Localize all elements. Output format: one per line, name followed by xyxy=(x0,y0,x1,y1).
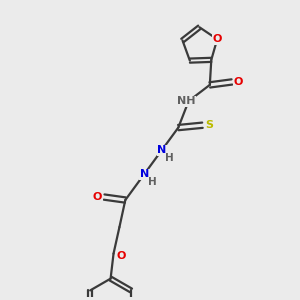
Text: O: O xyxy=(212,34,222,44)
Text: N: N xyxy=(140,169,149,179)
Text: H: H xyxy=(148,177,157,187)
Text: S: S xyxy=(205,120,213,130)
Text: N: N xyxy=(158,145,167,155)
Text: NH: NH xyxy=(177,96,196,106)
Text: O: O xyxy=(234,77,243,87)
Text: O: O xyxy=(116,251,126,261)
Text: H: H xyxy=(165,153,174,163)
Text: O: O xyxy=(93,192,102,202)
